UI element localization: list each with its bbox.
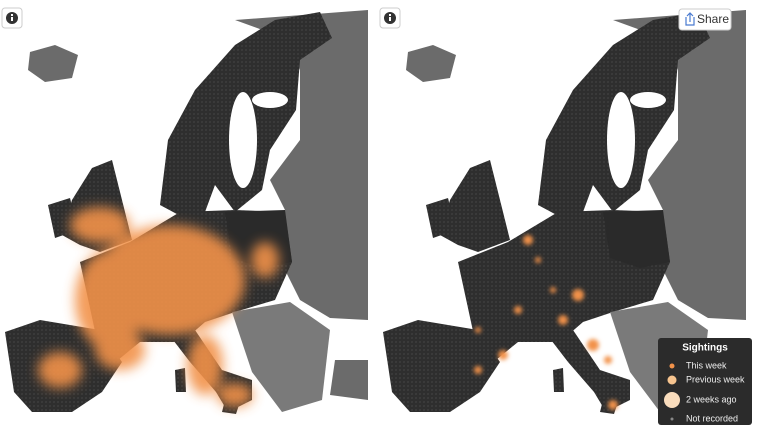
legend-label: Not recorded <box>686 413 738 423</box>
share-label[interactable]: Share <box>697 12 729 26</box>
info-button[interactable] <box>1 7 23 29</box>
legend-label: Previous week <box>686 374 745 384</box>
legend-label: This week <box>686 360 727 370</box>
sightings-heat <box>38 207 279 407</box>
legend-label: 2 weeks ago <box>686 394 737 404</box>
share-button[interactable]: Share <box>678 8 732 31</box>
sightings-dots <box>474 235 618 410</box>
legend: Sightings This week Previous week 2 week… <box>658 338 752 425</box>
map-left <box>5 0 376 427</box>
map-right <box>374 0 746 427</box>
info-button[interactable] <box>379 7 401 29</box>
legend-title: Sightings <box>682 343 728 354</box>
